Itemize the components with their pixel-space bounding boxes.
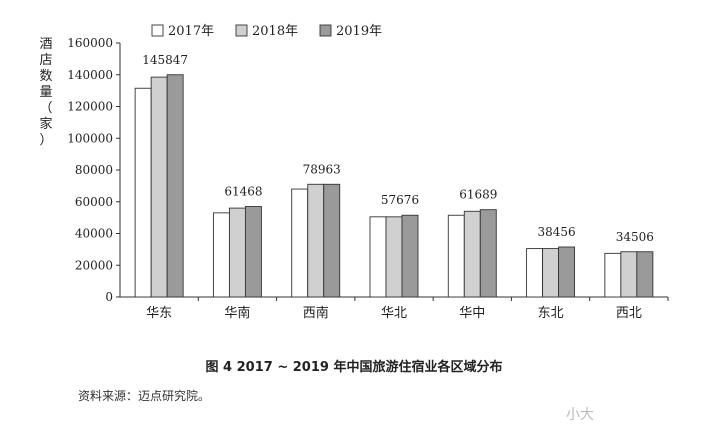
bar-2017年 [526, 248, 544, 298]
data-label: 57676 [381, 193, 419, 207]
y-axis-label-char: 店 [39, 53, 52, 68]
source-note: 资料来源：迈点研究院。 [78, 389, 211, 403]
data-label: 78963 [303, 162, 341, 176]
bar-2018年 [307, 183, 325, 298]
bar-2019年 [558, 246, 576, 298]
y-tick-label: 0 [105, 290, 113, 304]
data-label: 61468 [224, 185, 262, 199]
bar-2018年 [542, 248, 560, 298]
bar-2018年 [385, 216, 403, 298]
bar-2018年 [150, 76, 168, 298]
data-label: 145847 [142, 53, 188, 67]
legend-swatch [319, 24, 332, 37]
x-tick-label: 华南 [224, 305, 250, 321]
bar-2019年 [323, 183, 341, 298]
y-tick-label: 160000 [67, 36, 113, 50]
legend-swatch [235, 24, 248, 37]
y-tick-label: 100000 [67, 131, 113, 145]
y-axis-label-char: 家 [39, 116, 52, 132]
bar-2019年 [166, 74, 184, 298]
x-tick-label: 东北 [538, 306, 564, 321]
bar-2018年 [463, 210, 481, 298]
y-tick-label: 120000 [67, 100, 113, 114]
bar-2017年 [134, 87, 152, 298]
bar-2017年 [212, 212, 230, 298]
legend-swatch [151, 24, 164, 37]
bar-chart: 0 20000 40000 60000 80000 100000 120000 140000 1… [39, 24, 669, 321]
x-tick-label: 西北 [616, 306, 642, 321]
data-label: 34506 [616, 230, 654, 244]
legend-label: 2017年 [168, 24, 214, 39]
data-label: 61689 [459, 188, 497, 202]
bar-2017年 [604, 252, 622, 298]
data-label: 38456 [537, 225, 575, 239]
y-axis-label-char: 量 [39, 85, 52, 100]
y-axis-label-char: 酒 [39, 37, 52, 52]
figure-caption: 图 4 2017 ~ 2019 年中国旅游住宿业各区域分布 [205, 360, 503, 375]
y-tick-label: 60000 [75, 195, 113, 209]
bar-2019年 [244, 206, 262, 298]
bar-2019年 [401, 214, 419, 298]
y-axis-label-char: 数 [39, 69, 52, 84]
x-tick-label: 华北 [381, 306, 407, 321]
x-tick-label: 华东 [146, 306, 172, 321]
y-tick-label: 40000 [75, 227, 113, 241]
y-axis-label-char: （ [39, 101, 52, 116]
y-tick-label: 20000 [75, 258, 113, 272]
bar-2019年 [636, 251, 654, 298]
legend-label: 2018年 [252, 24, 298, 39]
legend-label: 2019年 [336, 24, 382, 39]
y-axis-label-char: ） [39, 133, 52, 148]
bar-2019年 [479, 209, 497, 298]
bar-2018年 [620, 251, 638, 298]
y-tick-label: 140000 [67, 68, 113, 82]
bar-2017年 [291, 188, 309, 298]
x-tick-label: 华中 [459, 306, 485, 321]
x-tick-label: 西南 [303, 305, 329, 321]
bar-2018年 [228, 207, 246, 298]
bar-2017年 [447, 214, 465, 298]
y-tick-label: 80000 [75, 163, 113, 177]
bar-2017年 [369, 216, 387, 298]
watermark: 小大 [566, 407, 594, 423]
